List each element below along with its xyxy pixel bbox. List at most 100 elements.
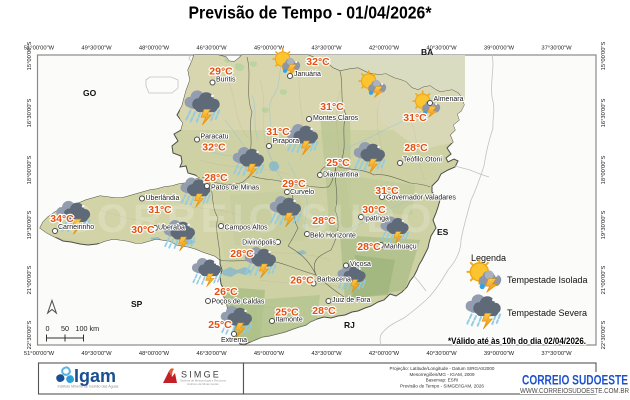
svg-text:48°00'00"W: 48°00'00"W bbox=[139, 351, 170, 357]
svg-text:Hídricos de Minas Gerais: Hídricos de Minas Gerais bbox=[187, 382, 219, 386]
svg-text:28°C: 28°C bbox=[404, 142, 428, 154]
svg-text:45°00'00"W: 45°00'00"W bbox=[254, 46, 285, 52]
svg-text:Instituto Mineiro de Gestão da: Instituto Mineiro de Gestão das Águas bbox=[58, 385, 119, 389]
svg-text:39°00'00"W: 39°00'00"W bbox=[484, 351, 515, 357]
svg-text:46°30'00"W: 46°30'00"W bbox=[196, 351, 227, 357]
svg-text:Montes Claros: Montes Claros bbox=[313, 115, 359, 122]
svg-text:WWW.CORREIOSUDOESTE.COM.BR: WWW.CORREIOSUDOESTE.COM.BR bbox=[520, 388, 629, 395]
svg-text:32°C: 32°C bbox=[202, 142, 226, 154]
svg-text:22°30'00"S: 22°30'00"S bbox=[27, 321, 33, 350]
svg-text:28°C: 28°C bbox=[312, 215, 336, 227]
svg-text:42°00'00"W: 42°00'00"W bbox=[369, 351, 400, 357]
svg-text:SIMGE: SIMGE bbox=[181, 370, 221, 380]
svg-text:Manhuaçu: Manhuaçu bbox=[384, 244, 417, 251]
svg-text:16°30'00"S: 16°30'00"S bbox=[601, 99, 607, 128]
svg-text:28°C: 28°C bbox=[357, 241, 381, 253]
svg-text:46°30'00"W: 46°30'00"W bbox=[196, 46, 227, 52]
svg-text:28°C: 28°C bbox=[204, 172, 228, 184]
svg-text:Projeção: Latitude/Longitude -: Projeção: Latitude/Longitude - Datum SIR… bbox=[390, 366, 495, 371]
svg-text:22°30'00"S: 22°30'00"S bbox=[601, 321, 607, 350]
svg-text:30°C: 30°C bbox=[131, 224, 155, 236]
svg-text:31°C: 31°C bbox=[266, 126, 290, 138]
svg-text:Tempestade Isolada: Tempestade Isolada bbox=[507, 275, 588, 285]
svg-text:Divinópolis: Divinópolis bbox=[242, 240, 276, 247]
svg-text:Barbacena: Barbacena bbox=[317, 277, 351, 284]
svg-text:51°00'00"W: 51°00'00"W bbox=[24, 46, 55, 52]
svg-text:49°30'00"W: 49°30'00"W bbox=[81, 351, 112, 357]
svg-text:26°C: 26°C bbox=[214, 286, 238, 298]
svg-text:18°00'00"S: 18°00'00"S bbox=[601, 156, 607, 185]
svg-text:15°00'00"S: 15°00'00"S bbox=[601, 42, 607, 71]
svg-text:15°00'00"S: 15°00'00"S bbox=[27, 42, 33, 71]
svg-text:34°C: 34°C bbox=[50, 213, 74, 225]
svg-text:ES: ES bbox=[437, 227, 449, 237]
svg-text:Campos Altos: Campos Altos bbox=[225, 225, 269, 232]
svg-text:Belo Horizonte: Belo Horizonte bbox=[310, 233, 356, 240]
svg-text:42°00'00"W: 42°00'00"W bbox=[369, 46, 400, 52]
svg-text:Pirapora: Pirapora bbox=[273, 138, 300, 145]
svg-text:29°C: 29°C bbox=[209, 66, 233, 78]
svg-text:Uberaba: Uberaba bbox=[158, 225, 185, 232]
svg-text:Igam: Igam bbox=[74, 366, 116, 386]
svg-text:31°C: 31°C bbox=[148, 204, 172, 216]
svg-text:28°C: 28°C bbox=[312, 305, 336, 317]
svg-text:Ipatinga: Ipatinga bbox=[364, 216, 389, 223]
svg-text:Governador Valadares: Governador Valadares bbox=[386, 195, 456, 202]
svg-text:32°C: 32°C bbox=[306, 56, 330, 68]
svg-text:51°00'00"W: 51°00'00"W bbox=[24, 351, 55, 357]
svg-text:Carneirinho: Carneirinho bbox=[58, 224, 94, 231]
svg-text:Itamonte: Itamonte bbox=[276, 317, 303, 324]
svg-text:Patos de Minas: Patos de Minas bbox=[211, 185, 260, 192]
svg-text:48°00'00"W: 48°00'00"W bbox=[139, 46, 170, 52]
svg-text:37°30'00"W: 37°30'00"W bbox=[541, 351, 572, 357]
svg-text:Uberlândia: Uberlândia bbox=[146, 195, 180, 202]
svg-text:18°00'00"S: 18°00'00"S bbox=[27, 156, 33, 185]
svg-text:Juiz de Fora: Juiz de Fora bbox=[332, 297, 371, 304]
svg-text:Paracatu: Paracatu bbox=[201, 134, 229, 141]
svg-text:31°C: 31°C bbox=[375, 185, 399, 197]
svg-text:25°C: 25°C bbox=[275, 307, 299, 319]
svg-text:40°30'00"W: 40°30'00"W bbox=[426, 46, 457, 52]
svg-text:Almenara: Almenara bbox=[434, 96, 464, 103]
svg-text:28°C: 28°C bbox=[230, 248, 254, 260]
svg-text:29°C: 29°C bbox=[282, 178, 306, 190]
svg-text:30°C: 30°C bbox=[362, 204, 386, 216]
svg-text:19°30'00"S: 19°30'00"S bbox=[27, 211, 33, 240]
svg-text:45°00'00"W: 45°00'00"W bbox=[254, 351, 285, 357]
svg-text:49°30'00"W: 49°30'00"W bbox=[81, 46, 112, 52]
svg-text:Buritis: Buritis bbox=[216, 77, 236, 84]
svg-text:0: 0 bbox=[46, 324, 50, 333]
svg-text:40°30'00"W: 40°30'00"W bbox=[426, 351, 457, 357]
svg-text:SP: SP bbox=[131, 299, 143, 309]
svg-text:Teófilo Otoni: Teófilo Otoni bbox=[403, 157, 442, 164]
svg-text:Tempestade Severa: Tempestade Severa bbox=[507, 308, 587, 318]
svg-text:Mesorregiões/MG - IGAM, 2009: Mesorregiões/MG - IGAM, 2009 bbox=[409, 372, 475, 377]
svg-text:19°30'00"S: 19°30'00"S bbox=[601, 211, 607, 240]
svg-text:21°00'00"S: 21°00'00"S bbox=[601, 266, 607, 295]
svg-text:Januária: Januária bbox=[294, 71, 321, 78]
svg-text:26°C: 26°C bbox=[290, 275, 314, 287]
svg-text:GO: GO bbox=[83, 88, 97, 98]
svg-text:*Válido até às 10h do dia 02/0: *Válido até às 10h do dia 02/04/2026. bbox=[448, 336, 586, 346]
svg-text:31°C: 31°C bbox=[320, 101, 344, 113]
svg-text:Poços de Caldas: Poços de Caldas bbox=[212, 299, 265, 306]
svg-text:Previsão de Tempo - 01/04/2026: Previsão de Tempo - 01/04/2026* bbox=[189, 3, 432, 23]
svg-text:25°C: 25°C bbox=[326, 157, 350, 169]
svg-text:100 km: 100 km bbox=[76, 324, 100, 333]
svg-text:Viçosa: Viçosa bbox=[350, 261, 371, 268]
svg-text:Legenda: Legenda bbox=[471, 253, 506, 263]
svg-text:39°00'00"W: 39°00'00"W bbox=[484, 46, 515, 52]
svg-text:50: 50 bbox=[61, 324, 69, 333]
svg-text:CORREIO SUDOESTE: CORREIO SUDOESTE bbox=[522, 373, 628, 388]
svg-text:Sistema de Meteorologia e Recu: Sistema de Meteorologia e Recursos bbox=[180, 379, 226, 383]
svg-text:Basemap: ESRI: Basemap: ESRI bbox=[426, 378, 459, 383]
svg-text:Previsão de Tempo - SIMGE/IGAM: Previsão de Tempo - SIMGE/IGAM, 2026 bbox=[400, 384, 484, 389]
svg-text:BA: BA bbox=[421, 47, 433, 57]
svg-text:RJ: RJ bbox=[344, 320, 355, 330]
svg-text:Diamantina: Diamantina bbox=[323, 172, 359, 179]
svg-text:43°30'00"W: 43°30'00"W bbox=[311, 46, 342, 52]
svg-text:25°C: 25°C bbox=[208, 319, 232, 331]
svg-text:21°00'00"S: 21°00'00"S bbox=[27, 266, 33, 295]
svg-text:37°30'00"W: 37°30'00"W bbox=[541, 46, 572, 52]
svg-text:31°C: 31°C bbox=[403, 112, 427, 124]
